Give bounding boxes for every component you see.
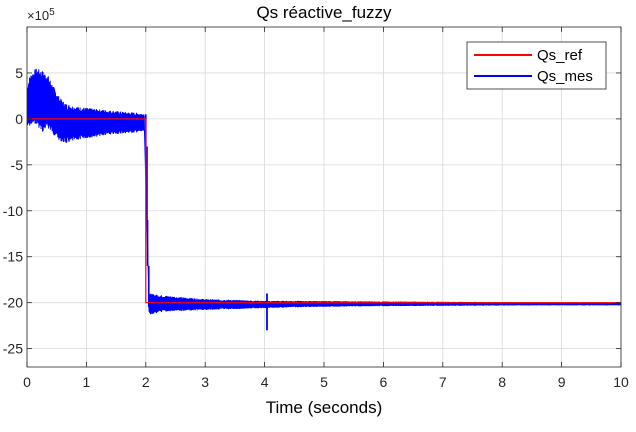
chart-title: Qs réactive_fuzzy (256, 3, 392, 22)
x-tick-label: 8 (498, 374, 506, 390)
x-tick-label: 6 (380, 374, 388, 390)
legend-box (466, 41, 607, 90)
y-exponent-base: ×10 (27, 8, 49, 23)
series-qs-mes-oscillation (27, 68, 621, 315)
y-exponent-label: ×105 (27, 7, 55, 23)
x-tick-label: 5 (320, 374, 328, 390)
x-tick-label: 0 (23, 374, 31, 390)
x-tick-label: 3 (201, 374, 209, 390)
y-tick-label: 5 (15, 65, 23, 81)
y-exponent-power: 5 (49, 7, 55, 18)
x-tick-label: 4 (261, 374, 269, 390)
legend-label-qs-ref: Qs_ref (537, 47, 583, 64)
y-tick-label: -15 (3, 249, 23, 265)
x-tick-label: 9 (558, 374, 566, 390)
series-qs-ref-line (27, 118, 621, 304)
x-tick-label: 7 (439, 374, 447, 390)
x-tick-label: 1 (83, 374, 91, 390)
y-tick-label: -10 (3, 203, 23, 219)
legend: Qs_ref Qs_mes (466, 41, 607, 90)
legend-label-qs-mes: Qs_mes (537, 68, 593, 85)
x-tick-label: 10 (613, 374, 629, 390)
y-tick-label: -5 (11, 157, 24, 173)
y-tick-label: -25 (3, 341, 23, 357)
series-layer (27, 68, 621, 331)
x-axis-label: Time (seconds) (266, 398, 383, 417)
ticks: 0 1 2 3 4 5 6 7 8 9 10 5 0 -5 -10 -15 -20 -25 (3, 27, 629, 390)
y-tick-label: -20 (3, 295, 23, 311)
y-tick-label: 0 (15, 111, 23, 127)
x-tick-label: 2 (142, 374, 150, 390)
